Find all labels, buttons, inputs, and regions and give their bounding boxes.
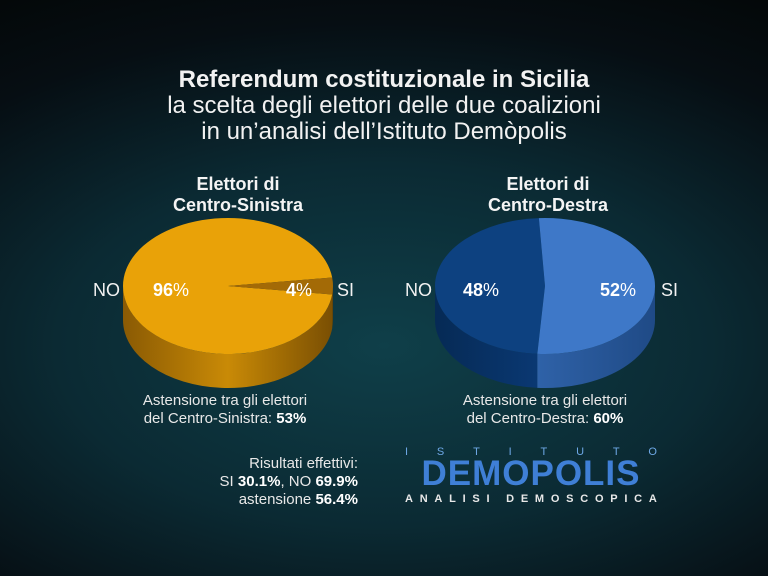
- chart-subtitle-line2: in un’analisi dell’Istituto Demòpolis: [201, 118, 567, 145]
- left-si-value: 4%: [286, 280, 312, 300]
- logo-bottom-letter: A: [434, 493, 443, 505]
- logo-bottom-letter: [496, 493, 499, 505]
- right-note-value: 60%: [593, 410, 624, 427]
- actual-results: Risultati effettivi: SI 30.1%, NO 69.9% …: [220, 455, 358, 509]
- left-pie-title-line1: Elettori di: [196, 174, 280, 194]
- results-si-label: SI: [219, 473, 238, 490]
- left-no-value: 96%: [153, 280, 189, 300]
- right-si-label: SI: [661, 280, 679, 300]
- logo-bottom-letter: P: [610, 493, 618, 505]
- left-note-text: del Centro-Sinistra:: [143, 410, 277, 427]
- logo-bottom-letter: D: [506, 493, 515, 505]
- left-si-pct-sign: %: [296, 280, 313, 300]
- right-pie-title: Elettori di Centro-Destra: [438, 174, 658, 216]
- left-no-label: NO: [93, 280, 120, 300]
- logo-bottom-letter: I: [624, 493, 628, 505]
- chart-subtitle-line1: la scelta degli elettori delle due coali…: [167, 92, 601, 119]
- results-sep: , NO: [280, 473, 316, 490]
- right-pie-slice-no: [434, 218, 545, 354]
- logo-bottom-letter: I: [486, 493, 490, 505]
- right-note-text: del Centro-Destra:: [466, 410, 594, 427]
- right-pie-title-line1: Elettori di: [506, 174, 590, 194]
- left-pie-slice-no: [123, 217, 333, 354]
- results-abst-value: 56.4%: [315, 491, 358, 508]
- title-block: Referendum costituzionale in Sicilia la …: [0, 66, 768, 145]
- right-pie: [434, 218, 655, 388]
- left-no-value-number: 96: [153, 280, 174, 300]
- left-pie-title-line2: Centro-Sinistra: [172, 195, 304, 215]
- results-abst-label: astensione: [238, 491, 316, 508]
- right-note-line1: Astensione tra gli elettori: [462, 392, 628, 409]
- logo-bottom-letter: A: [405, 493, 413, 505]
- logo-main-text: DEMOPOLIS: [421, 454, 641, 493]
- logo-bottom-letter: S: [472, 493, 480, 505]
- left-si-value-number: 4: [286, 280, 297, 300]
- left-abstention-note: Astensione tra gli elettori del Centro-S…: [100, 392, 350, 428]
- results-line: SI 30.1%, NO 69.9%: [220, 473, 358, 491]
- logo-top-letter: U: [576, 446, 585, 458]
- logo-top-letter: I: [405, 446, 409, 458]
- left-pie-side-no: [122, 286, 333, 389]
- logo-top-letter: T: [612, 446, 620, 458]
- logo-bottom-letter: N: [419, 493, 428, 505]
- right-note-line2: del Centro-Destra: 60%: [420, 410, 670, 428]
- logo-top-letter: I: [508, 446, 512, 458]
- left-pie-title: Elettori di Centro-Sinistra: [128, 174, 348, 216]
- logo-bottom-letter: L: [449, 493, 456, 505]
- logo-top-letter: T: [473, 446, 480, 458]
- results-heading: Risultati effettivi:: [249, 455, 358, 472]
- logo-bottom-letter: O: [550, 493, 560, 505]
- right-no-value-number: 48: [463, 280, 484, 300]
- right-si-value-number: 52: [600, 280, 621, 300]
- results-no-value: 69.9%: [315, 473, 358, 490]
- right-pie-side-no: [435, 286, 538, 388]
- results-abstention: astensione 56.4%: [220, 491, 358, 509]
- logo-top-letter: S: [436, 446, 445, 458]
- chart-title: Referendum costituzionale in Sicilia: [178, 66, 590, 93]
- right-si-pct-sign: %: [620, 280, 637, 300]
- left-note-line1: Astensione tra gli elettori: [142, 392, 308, 409]
- logo-top-letter: O: [648, 446, 657, 458]
- left-si-label: SI: [337, 280, 355, 300]
- logo-bottom-letter: A: [648, 493, 657, 505]
- right-pie-title-line2: Centro-Destra: [487, 195, 609, 215]
- left-pie-side-si: [332, 286, 333, 329]
- logo-top-letter: T: [540, 446, 548, 458]
- left-note-line2: del Centro-Sinistra: 53%: [100, 410, 350, 428]
- right-no-label: NO: [405, 280, 432, 300]
- right-abstention-note: Astensione tra gli elettori del Centro-D…: [420, 392, 670, 428]
- right-si-value: 52%: [600, 280, 636, 300]
- left-pie: [122, 217, 333, 389]
- left-no-pct-sign: %: [173, 280, 190, 300]
- results-si-value: 30.1%: [237, 473, 281, 490]
- right-pie-slice-si: [537, 218, 655, 354]
- logo-bottom-letter: M: [534, 493, 545, 505]
- right-pie-side-si: [537, 286, 655, 388]
- right-no-pct-sign: %: [483, 280, 500, 300]
- logo-bottom-letter: S: [566, 493, 574, 505]
- right-no-value: 48%: [463, 280, 499, 300]
- left-pie-slice-si: [228, 277, 333, 295]
- logo-bottom-letter: I: [462, 493, 466, 505]
- logo-bottom-letter: C: [580, 493, 589, 505]
- left-note-value: 53%: [276, 410, 307, 427]
- logo-bottom-letter: C: [634, 493, 643, 505]
- logo-bottom-letter: O: [594, 493, 604, 505]
- logo-bottom-letter: E: [520, 493, 529, 505]
